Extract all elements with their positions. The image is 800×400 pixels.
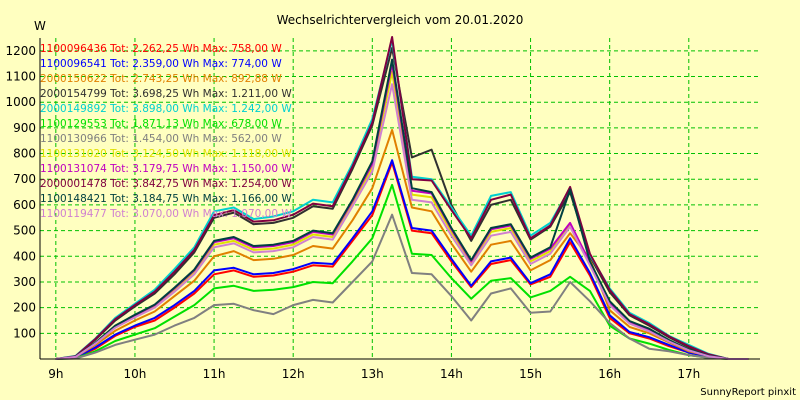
legend-entry-2000001478: 2000001478 Tot: 3.842,75 Wh Max: 1.254,0…: [40, 178, 292, 190]
series-lines: [55, 36, 749, 360]
y-tick-label: 300: [13, 275, 36, 289]
legend-entry-2000149892: 2000149892 Tot: 3.898,00 Wh Max: 1.242,0…: [40, 103, 292, 115]
series-line-2000001478: [55, 36, 749, 360]
legend-entry-1100096436: 1100096436 Tot: 2.262,25 Wh Max: 758,00 …: [40, 43, 282, 55]
series-line-2000150622: [55, 128, 749, 360]
x-tick-label: 17h: [677, 367, 700, 381]
y-tick-labels: 100 200 300 400 500 600 700 800 900 1000 1100 1200: [5, 44, 36, 340]
y-tick-label: 100: [13, 326, 36, 340]
legend-entry-1100129553: 1100129553 Tot: 1.871,13 Wh Max: 678,00 …: [40, 118, 282, 130]
x-tick-label: 11h: [203, 367, 226, 381]
series-line-1100148421: [55, 58, 749, 360]
x-tick-label: 12h: [282, 367, 305, 381]
legend-entry-1100119477: 1100119477 Tot: 3.070,00 Wh Max: 1.070,0…: [40, 208, 292, 220]
x-tick-label: 14h: [440, 367, 463, 381]
y-tick-label: 400: [13, 249, 36, 263]
legend-entry-1100130966: 1100130966 Tot: 1.454,00 Wh Max: 562,00 …: [40, 133, 282, 145]
legend: 1100096436 Tot: 2.262,25 Wh Max: 758,00 …: [40, 43, 292, 220]
legend-entry-2000150622: 2000150622 Tot: 2.743,25 Wh Max: 892,88 …: [40, 73, 282, 85]
legend-entry-1100131074: 1100131074 Tot: 3.179,75 Wh Max: 1.150,0…: [40, 163, 292, 175]
legend-entry-2000154799: 2000154799 Tot: 3.698,25 Wh Max: 1.211,0…: [40, 88, 292, 100]
x-tick-label: 9h: [48, 367, 63, 381]
x-tick-label: 16h: [598, 367, 621, 381]
series-line-1100130966: [55, 213, 749, 360]
y-axis-unit-label: W: [34, 19, 46, 33]
y-tick-label: 1200: [5, 44, 36, 58]
y-tick-label: 500: [13, 224, 36, 238]
legend-entry-1100131020: 1100131020 Tot: 3.124,50 Wh Max: 1.118,0…: [40, 148, 292, 160]
y-tick-label: 600: [13, 198, 36, 212]
series-line-1100096541: [55, 159, 749, 360]
x-tick-label: 10h: [124, 367, 147, 381]
legend-entry-1100148421: 1100148421 Tot: 3.184,75 Wh Max: 1.166,0…: [40, 193, 292, 205]
x-tick-labels: 9h 10h 11h 12h 13h 14h 15h 16h 17h: [48, 367, 700, 381]
y-tick-label: 900: [13, 121, 36, 135]
chart-title: Wechselrichtervergleich vom 20.01.2020: [277, 13, 524, 27]
x-tick-label: 13h: [361, 367, 384, 381]
x-tick-label: 15h: [519, 367, 542, 381]
y-tick-label: 1100: [5, 70, 36, 84]
footer-credit: SunnyReport pinxit: [700, 387, 796, 398]
y-tick-label: 800: [13, 147, 36, 161]
y-tick-label: 1000: [5, 95, 36, 109]
series-line-1100119477: [55, 83, 749, 360]
legend-entry-1100096541: 1100096541 Tot: 2.359,00 Wh Max: 774,00 …: [40, 58, 282, 70]
y-tick-label: 200: [13, 301, 36, 315]
y-tick-label: 700: [13, 172, 36, 186]
